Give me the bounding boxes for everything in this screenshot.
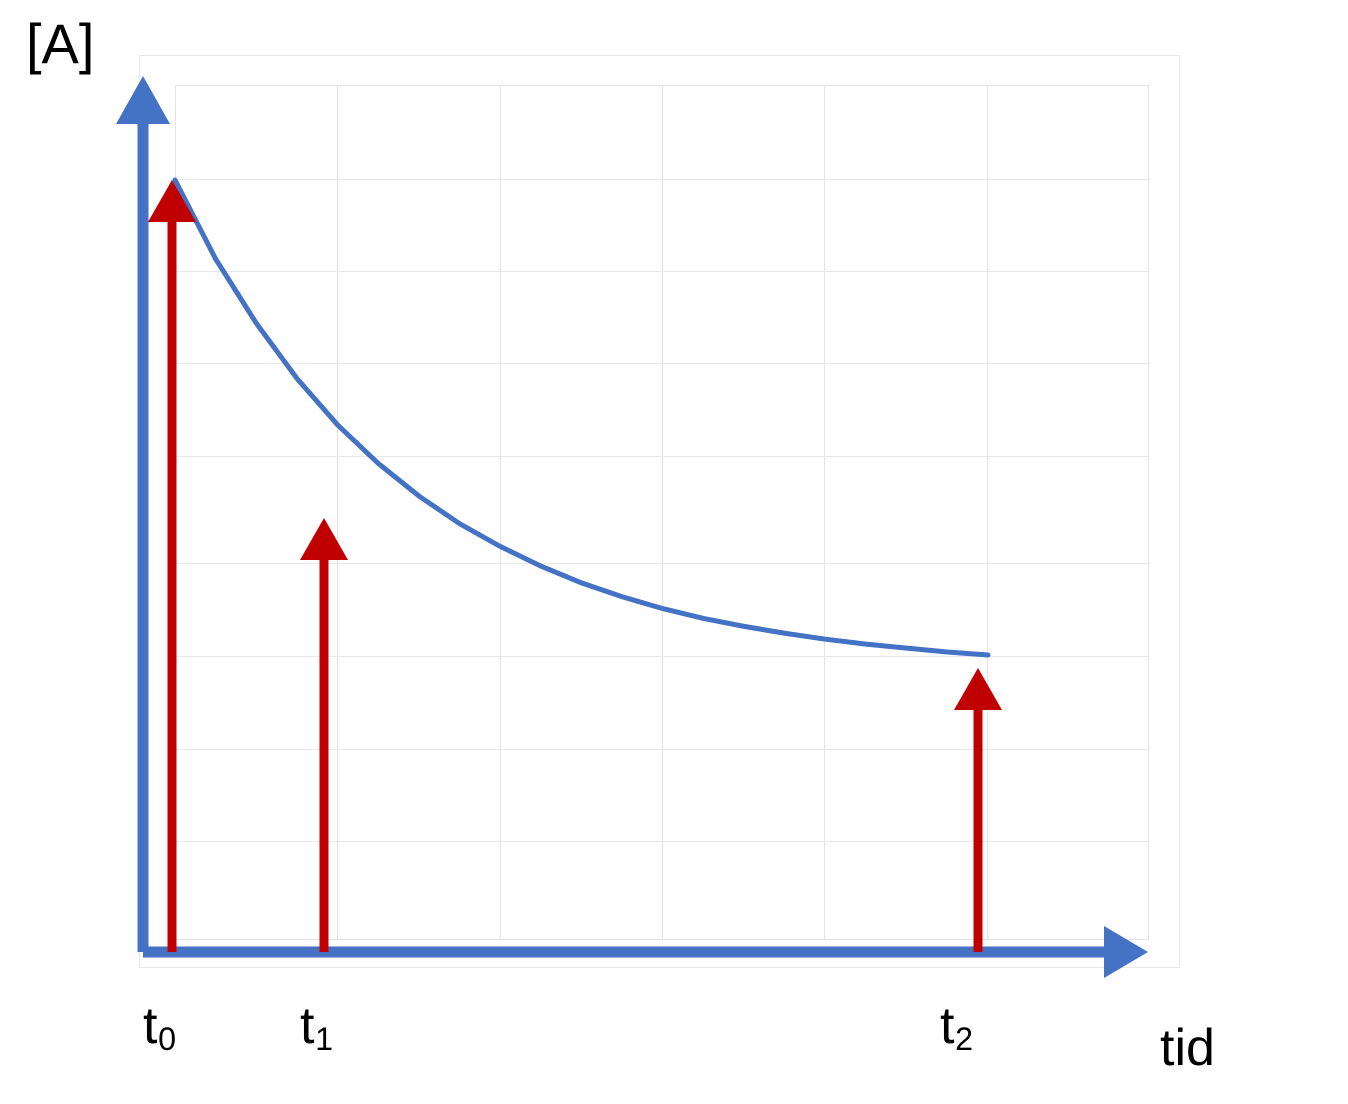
gridline-horizontal [176,363,1148,364]
gridline-horizontal [176,841,1148,842]
gridline-vertical [824,86,825,939]
x-tick-label-t1: t1 [300,997,333,1055]
x-axis-label: tid [1160,1019,1215,1077]
y-axis-label: [A] [26,12,95,75]
gridline-horizontal [176,271,1148,272]
gridline-vertical [987,86,988,939]
gridline-horizontal [176,456,1148,457]
gridline-horizontal [176,563,1148,564]
x-tick-label-t0-base: t [143,997,158,1055]
gridline-vertical [662,86,663,939]
gridline-horizontal [176,656,1148,657]
x-tick-label-t2: t2 [940,997,973,1055]
gridline-vertical [500,86,501,939]
gridline-vertical [337,86,338,939]
x-tick-label-t1-subscript: 1 [315,1021,334,1058]
x-tick-label-t2-subscript: 2 [955,1021,974,1058]
x-tick-label-t0: t0 [143,997,176,1055]
x-tick-label-t1-base: t [300,997,315,1055]
x-tick-label-t0-subscript: 0 [158,1021,177,1058]
gridline-horizontal [176,749,1148,750]
plot-grid-area [175,85,1149,940]
gridline-horizontal [176,179,1148,180]
x-tick-label-t2-base: t [940,997,955,1055]
